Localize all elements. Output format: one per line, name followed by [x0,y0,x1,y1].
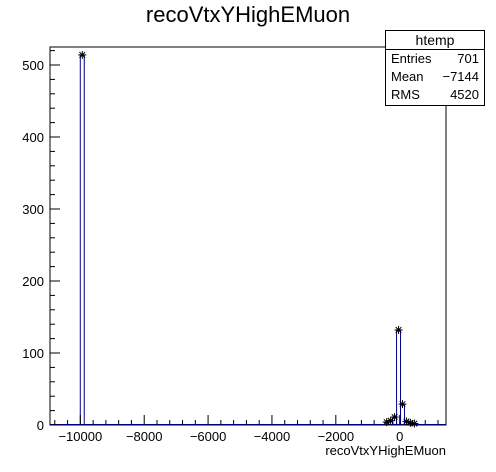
y-tick-label: 200 [22,274,44,289]
stats-title: htemp [386,31,484,50]
stats-mean-label: Mean [391,69,424,84]
histogram-bar [79,54,85,426]
y-tick-label: 0 [37,418,44,433]
stats-row-rms: RMS 4520 [386,86,484,104]
y-tick-label: 100 [22,346,44,361]
data-marker [390,413,399,422]
chart-title: recoVtxYHighEMuon [146,2,350,27]
y-tick-label: 300 [22,202,44,217]
y-tick-label: 500 [22,58,44,73]
x-tick-label: −8000 [126,429,163,444]
stats-rms-label: RMS [391,87,420,102]
stats-entries-label: Entries [391,51,432,66]
data-marker [394,325,403,334]
x-tick-label: −10000 [58,429,102,444]
x-tick-label: 0 [396,429,403,444]
histogram-bar [396,329,402,426]
x-axis: −10000 −8000 −6000 −4000 −2000 0 [54,415,439,444]
x-axis-title: recoVtxYHighEMuon [325,443,446,458]
data-marker [78,50,87,59]
stats-entries-value: 701 [457,51,479,66]
x-tick-label: −4000 [254,429,291,444]
y-tick-label: 400 [22,130,44,145]
stats-row-mean: Mean −7144 [386,68,484,86]
x-tick-label: −6000 [190,429,227,444]
stats-mean-value: −7144 [442,69,479,84]
stats-rms-value: 4520 [450,87,479,102]
data-marker [398,400,407,409]
data-marker [410,419,419,428]
stats-row-entries: Entries 701 [386,50,484,68]
y-axis: 0 100 200 300 400 500 [22,50,60,433]
stats-box: htemp Entries 701 Mean −7144 RMS 4520 [385,30,485,106]
histogram-bars [50,54,446,426]
x-tick-label: −2000 [318,429,355,444]
data-markers [78,50,419,428]
